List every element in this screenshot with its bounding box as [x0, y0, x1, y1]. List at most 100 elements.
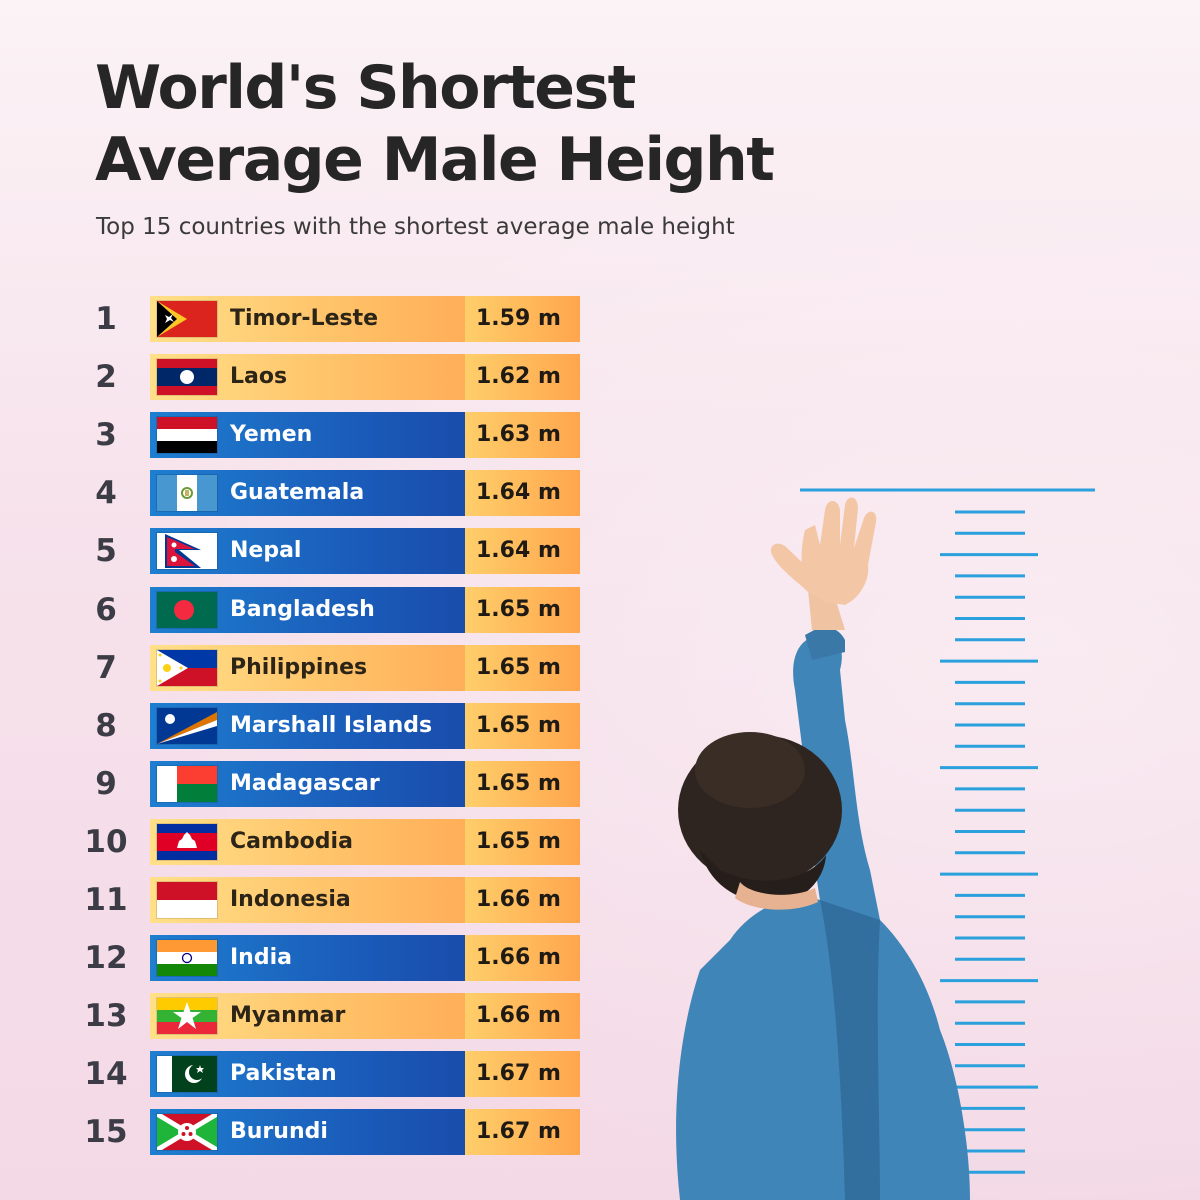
height-value-box: 1.64 m: [465, 528, 580, 575]
country-row: Cambodia 1.65 m: [150, 818, 580, 865]
height-value: 1.64 m: [476, 538, 561, 564]
height-value-box: 1.66 m: [465, 877, 580, 923]
country-row: Philippines 1.65 m: [150, 644, 580, 691]
rank-number: 9: [95, 765, 117, 802]
rank-number: 10: [84, 823, 128, 860]
rank-number: 3: [95, 417, 117, 454]
height-value: 1.59 m: [476, 306, 561, 331]
country-row: Pakistan 1.67 m: [150, 1051, 580, 1098]
height-value: 1.65 m: [476, 596, 561, 622]
sleeve-cuff: [805, 627, 845, 660]
height-ruler: [800, 488, 1095, 1174]
title-line-2: Average Male Height: [95, 125, 775, 195]
laos-flag-icon: [157, 359, 217, 396]
country-row: Myanmar 1.66 m: [150, 993, 580, 1040]
height-value-box: 1.63 m: [465, 412, 580, 459]
country-row: Madagascar 1.65 m: [150, 760, 580, 807]
ranking-table: 1 Timor-Leste 1.59 m 2 Laos 1.62 m 3 Yemen 1.63 …: [84, 296, 580, 1156]
height-value-box: 1.65 m: [465, 818, 580, 865]
rank-number: 2: [95, 359, 117, 396]
country-name: Pakistan: [230, 1061, 337, 1087]
height-value: 1.63 m: [476, 422, 561, 448]
nepal-flag-icon: [157, 533, 217, 570]
rank-number: 7: [95, 649, 117, 686]
height-value: 1.66 m: [476, 887, 561, 912]
country-row: Yemen 1.63 m: [150, 412, 580, 459]
height-value-box: 1.66 m: [465, 935, 580, 982]
shirt-shade: [820, 900, 880, 1200]
height-value-box: 1.66 m: [465, 993, 580, 1040]
neck: [735, 882, 818, 910]
shirt-body: [676, 635, 970, 1200]
bangladesh-flag-icon: [157, 591, 217, 628]
height-value-box: 1.65 m: [465, 760, 580, 807]
height-value: 1.65 m: [476, 654, 561, 680]
country-row: Timor-Leste 1.59 m: [150, 296, 580, 342]
cambodia-flag-icon: [157, 823, 217, 860]
country-name: Guatemala: [230, 480, 365, 506]
country-name: Philippines: [230, 654, 368, 680]
country-row: Bangladesh 1.65 m: [150, 586, 580, 633]
title-line-1: World's Shortest: [95, 53, 636, 123]
yemen-flag-icon: [157, 417, 217, 454]
philippines-flag-icon: [157, 649, 217, 686]
country-name: India: [230, 945, 292, 971]
myanmar-flag-icon: [157, 998, 217, 1035]
height-value: 1.62 m: [476, 364, 561, 390]
rank-number: 11: [84, 882, 128, 918]
country-row: Laos 1.62 m: [150, 354, 580, 401]
india-flag-icon: [157, 940, 217, 977]
height-value-box: 1.59 m: [465, 296, 580, 342]
height-value-box: 1.67 m: [465, 1109, 580, 1156]
height-value: 1.65 m: [476, 712, 561, 738]
height-value-box: 1.62 m: [465, 354, 580, 401]
country-name: Bangladesh: [230, 596, 375, 622]
child-reaching-illustration: [676, 497, 970, 1200]
height-value-box: 1.65 m: [465, 644, 580, 691]
country-name: Yemen: [230, 422, 313, 448]
country-name: Laos: [230, 364, 288, 390]
country-row: Marshall Islands 1.65 m: [150, 702, 580, 749]
timor-leste-flag-icon: [157, 301, 217, 337]
height-value: 1.66 m: [476, 945, 561, 971]
rank-number: 6: [95, 591, 117, 628]
height-value: 1.66 m: [476, 1003, 561, 1029]
page-title: World's Shortest Average Male Height: [95, 52, 995, 196]
hand: [770, 497, 877, 605]
indonesia-flag-icon: [157, 882, 217, 918]
country-name: Burundi: [230, 1119, 328, 1145]
height-value-box: 1.65 m: [465, 586, 580, 633]
country-row: Nepal 1.64 m: [150, 528, 580, 575]
country-name: Marshall Islands: [230, 712, 433, 738]
country-row: Guatemala 1.64 m: [150, 470, 580, 517]
country-name: Timor-Leste: [230, 306, 379, 331]
height-value-box: 1.65 m: [465, 702, 580, 749]
height-value: 1.67 m: [476, 1061, 561, 1087]
pakistan-flag-icon: [157, 1056, 217, 1093]
marshall-islands-flag-icon: [157, 707, 217, 744]
height-value-box: 1.67 m: [465, 1051, 580, 1098]
country-name: Madagascar: [230, 770, 380, 796]
rank-number: 13: [84, 998, 128, 1035]
rank-number: 12: [84, 940, 128, 977]
rank-number: 8: [95, 707, 117, 744]
country-row: India 1.66 m: [150, 935, 580, 982]
country-name: Cambodia: [230, 828, 353, 854]
height-value: 1.65 m: [476, 828, 561, 854]
height-value: 1.67 m: [476, 1119, 561, 1145]
burundi-flag-icon: [155, 1112, 219, 1153]
rank-number: 5: [95, 533, 117, 570]
country-row: Indonesia 1.66 m: [150, 877, 580, 923]
head-hair: [678, 732, 842, 903]
madagascar-flag-icon: [157, 765, 217, 802]
height-value: 1.65 m: [476, 770, 561, 796]
rank-number: 4: [95, 475, 117, 512]
rank-number: 1: [95, 301, 117, 337]
height-value-box: 1.64 m: [465, 470, 580, 517]
rank-number: 15: [84, 1114, 128, 1151]
guatemala-flag-icon: [157, 475, 217, 512]
country-name: Nepal: [230, 538, 302, 564]
country-name: Myanmar: [230, 1003, 346, 1029]
rank-number: 14: [84, 1056, 128, 1093]
page-subtitle: Top 15 countries with the shortest avera…: [96, 214, 735, 240]
